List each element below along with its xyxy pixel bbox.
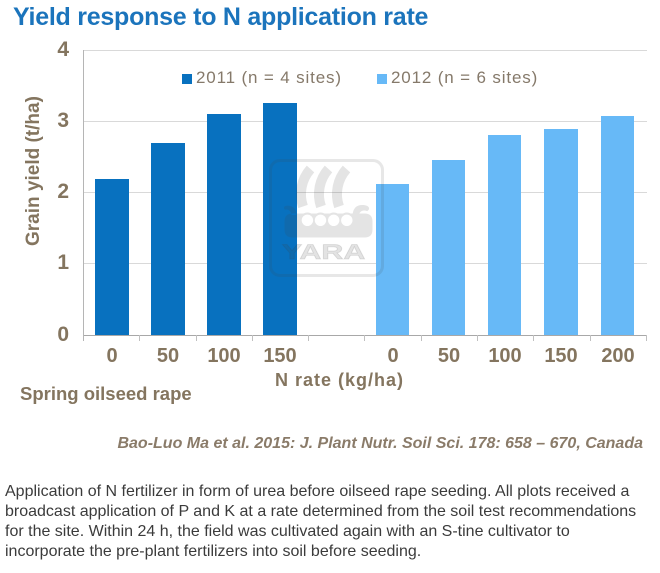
svg-text:YARA: YARA: [281, 240, 365, 264]
